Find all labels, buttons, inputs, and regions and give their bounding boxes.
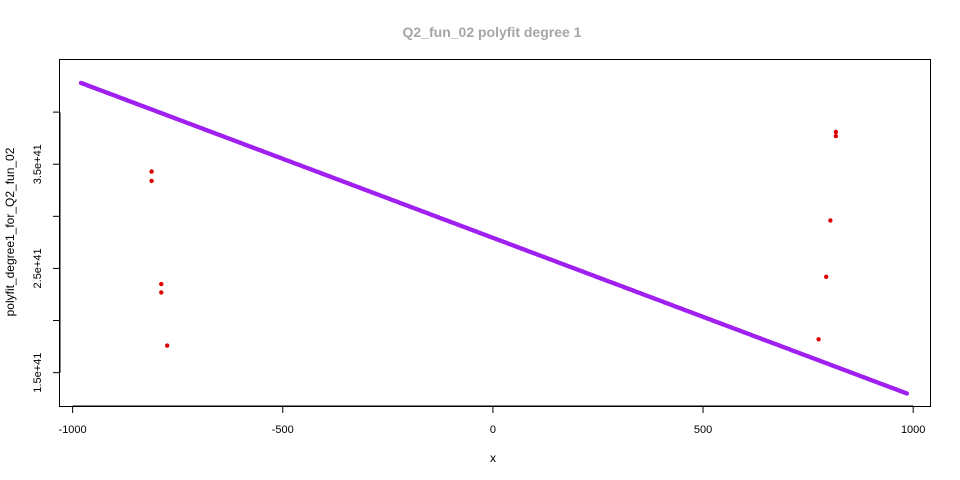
y-tick-label: 2.5e+41 [32,248,44,288]
observed-point [149,169,154,174]
x-tick-label: 0 [490,424,496,436]
y-axis: 1.5e+41 2.5e+41 3.5e+41 [32,111,61,393]
observed-point [149,178,154,184]
observed-point [823,274,829,279]
x-tick-label: 500 [694,424,712,436]
x-tick-label: -1000 [59,424,87,436]
fit-point [904,391,910,396]
x-axis: -1000 -500 0 500 1000 [59,405,925,436]
observed-points-series [149,129,839,348]
observed-point [164,343,170,348]
x-axis-label: x [490,451,496,465]
chart-title: Q2_fun_02 polyfit degree 1 [403,24,582,40]
observed-point [159,290,164,295]
x-tick-label: 1000 [901,424,925,436]
y-tick-label: 3.5e+41 [32,144,44,184]
observed-point [816,337,821,342]
fitted-line-series [78,80,910,396]
y-axis-label: polyfit_degree1_for_Q2_fun_02 [3,147,17,316]
x-tick-label: -500 [272,424,294,436]
observed-point [833,133,839,139]
observed-point [828,218,833,223]
observed-point [159,281,164,287]
y-tick-label: 1.5e+41 [32,353,44,393]
observed-point [833,129,839,135]
